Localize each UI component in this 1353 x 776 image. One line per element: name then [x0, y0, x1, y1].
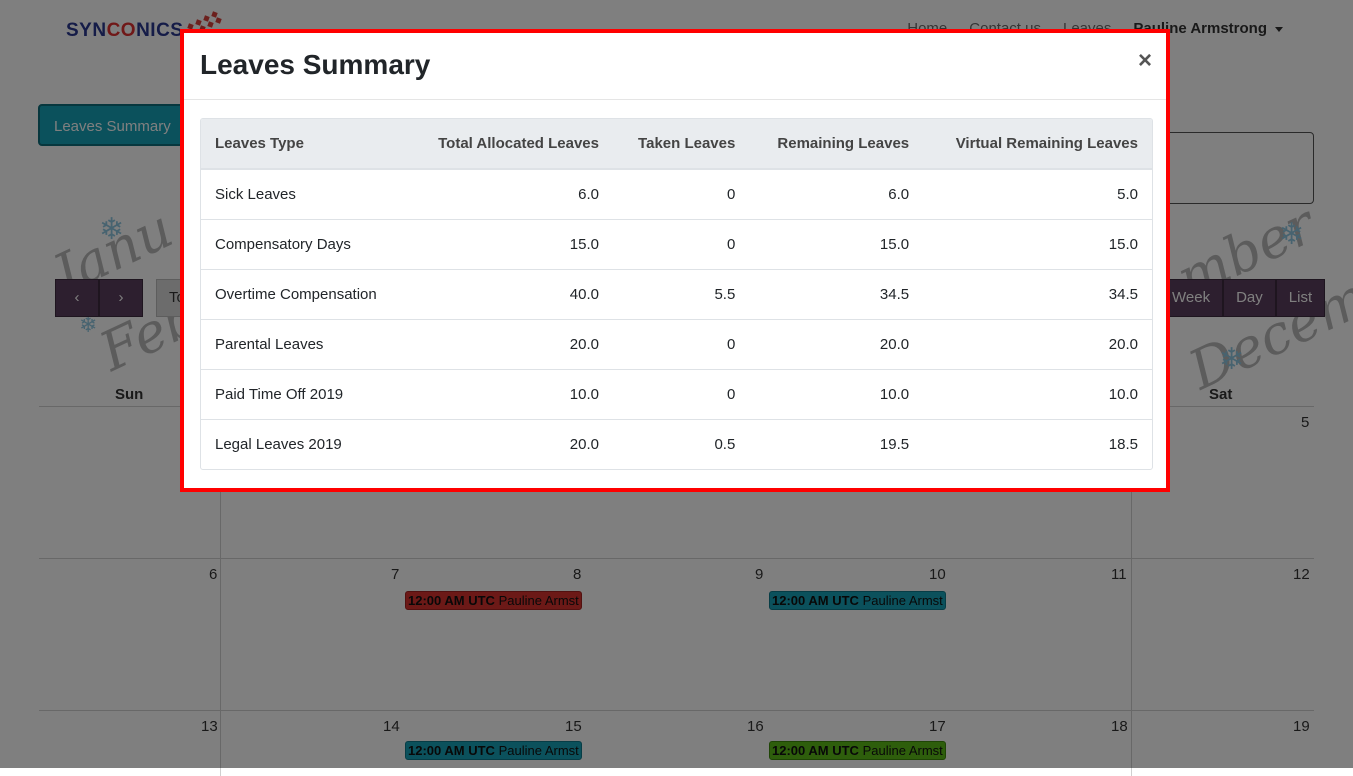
- table-cell: 18.5: [923, 418, 1152, 469]
- column-header: Total Allocated Leaves: [407, 119, 613, 170]
- modal-title: Leaves Summary: [200, 49, 431, 80]
- table-cell: Compensatory Days: [201, 218, 408, 269]
- close-icon[interactable]: ×: [1137, 47, 1152, 74]
- table-header-row: Leaves Type Total Allocated Leaves Taken…: [201, 119, 1152, 170]
- table-cell: Overtime Compensation: [201, 268, 408, 319]
- column-header: Leaves Type: [201, 119, 408, 170]
- table-cell: 0: [613, 218, 750, 269]
- table-row: Parental Leaves 20.0 0 20.0 20.0: [201, 318, 1152, 369]
- table-row: Compensatory Days 15.0 0 15.0 15.0: [201, 218, 1152, 269]
- table-cell: 0: [613, 368, 750, 419]
- table-cell: 34.5: [923, 268, 1152, 319]
- table-cell: 10.0: [407, 368, 613, 419]
- table-cell: 10.0: [749, 368, 924, 419]
- table-cell: 10.0: [923, 368, 1152, 419]
- table-cell: 6.0: [578, 185, 599, 203]
- table-cell: 15.0: [749, 218, 924, 269]
- table-row: Overtime Compensation 40.0 5.5 34.5 34.5: [201, 268, 1152, 319]
- table-cell: 0.5: [613, 418, 750, 469]
- table-cell: 40.0: [407, 268, 613, 319]
- table-cell: 20.0: [407, 418, 613, 469]
- table-cell: 20.0: [923, 318, 1152, 369]
- table-cell: 20.0: [749, 318, 924, 369]
- modal-header: Leaves Summary ×: [184, 33, 1166, 100]
- column-header: Remaining Leaves: [749, 119, 924, 170]
- table-cell: 6.0: [888, 185, 910, 203]
- table-cell: 34.5: [749, 268, 924, 319]
- table-cell: 15.0: [923, 218, 1152, 269]
- leaves-table: Leaves Type Total Allocated Leaves Taken…: [200, 118, 1153, 470]
- column-header: Virtual Remaining Leaves: [923, 119, 1152, 170]
- table-cell: Legal Leaves 2019: [201, 418, 408, 469]
- table-row: Paid Time Off 2019 10.0 0 10.0 10.0: [201, 368, 1152, 419]
- table-cell: 19.5: [749, 418, 924, 469]
- leaves-summary-modal: Leaves Summary × Leaves Type Total Alloc…: [180, 29, 1170, 492]
- table-row: Sick Leaves 6.0 0 6.0 5.0: [201, 169, 1152, 219]
- table-cell: Sick Leaves: [215, 185, 296, 203]
- table-cell: 0: [613, 318, 750, 369]
- column-header: Taken Leaves: [613, 119, 750, 170]
- table-row: Legal Leaves 2019 20.0 0.5 19.5 18.5: [201, 418, 1152, 469]
- table-cell: 5.0: [1117, 185, 1138, 203]
- table-cell: 0: [726, 185, 736, 203]
- table-cell: Paid Time Off 2019: [201, 368, 408, 419]
- table-cell: Parental Leaves: [201, 318, 408, 369]
- table-cell: 15.0: [407, 218, 613, 269]
- table-cell: 5.5: [613, 268, 750, 319]
- table-cell: 20.0: [407, 318, 613, 369]
